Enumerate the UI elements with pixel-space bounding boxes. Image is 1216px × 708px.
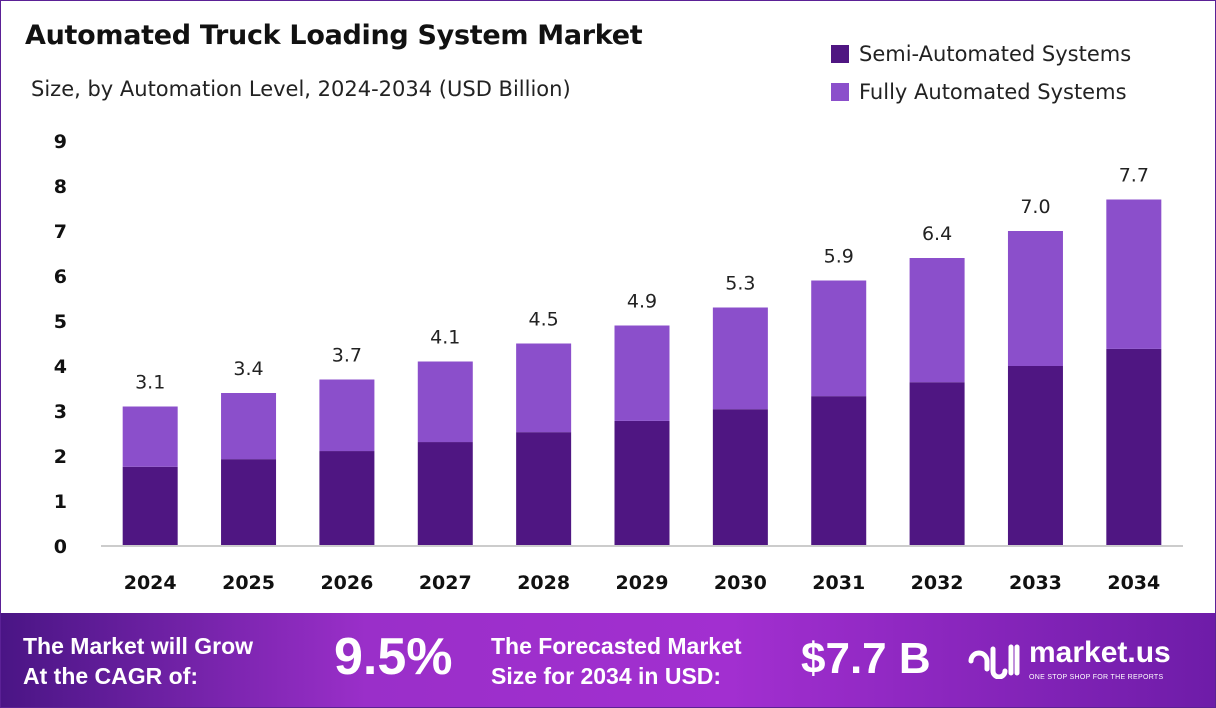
x-tick-label: 2024 [124, 572, 177, 594]
legend-item-fully: Fully Automated Systems [831, 73, 1131, 111]
cagr-value: 9.5% [334, 628, 453, 686]
bar-segment-fully [712, 307, 768, 410]
bar-segment-semi [221, 459, 277, 546]
market-us-logo: market.us ONE STOP SHOP FOR THE REPORTS [967, 635, 1171, 682]
bar-segment-fully [516, 343, 572, 433]
cagr-label-line: The Market will Grow [23, 633, 254, 659]
forecast-label: The Forecasted Market Size for 2034 in US… [491, 631, 742, 691]
bar-segment-fully [811, 280, 867, 397]
x-tick-label: 2033 [1009, 572, 1062, 594]
x-tick-label: 2032 [911, 572, 964, 594]
forecast-label-line: Size for 2034 in USD: [491, 663, 722, 689]
y-tick-label: 0 [54, 536, 67, 558]
data-label: 4.9 [627, 291, 657, 313]
logo-icon [968, 644, 1020, 679]
data-label: 3.1 [135, 372, 165, 394]
bar-segment-semi [811, 396, 867, 546]
cagr-label: The Market will Grow At the CAGR of: [23, 631, 253, 691]
bar-segment-semi [516, 432, 572, 546]
x-tick-label: 2034 [1107, 572, 1160, 594]
chart-subtitle: Size, by Automation Level, 2024-2034 (US… [31, 77, 571, 101]
bar-segment-semi [417, 442, 473, 546]
x-tick-label: 2028 [517, 572, 570, 594]
bar-segment-semi [909, 382, 965, 546]
bar-segment-fully [122, 406, 178, 467]
chart-title: Automated Truck Loading System Market [25, 20, 643, 51]
bar-segment-semi [1007, 366, 1063, 546]
bar-segment-fully [417, 361, 473, 443]
x-tick-label: 2029 [616, 572, 669, 594]
bar-segment-fully [1106, 199, 1162, 349]
y-tick-label: 2 [54, 446, 67, 468]
logo-name: market.us [1029, 636, 1171, 669]
y-tick-label: 1 [54, 491, 67, 513]
bar-segment-semi [614, 420, 670, 546]
data-label: 5.3 [725, 273, 755, 295]
logo-tagline: ONE STOP SHOP FOR THE REPORTS [1029, 674, 1164, 681]
data-label: 5.9 [824, 246, 854, 268]
x-tick-label: 2031 [812, 572, 865, 594]
y-tick-label: 9 [54, 131, 67, 153]
bar-segment-fully [909, 258, 965, 383]
y-tick-label: 6 [54, 266, 67, 288]
y-tick-label: 3 [54, 401, 67, 423]
plot-area: 0 1 2 3 4 5 6 7 8 9 3.1 2024 3.4 2025 3.7 2026 4.1 2027 4.… [54, 131, 1183, 594]
cagr-label-line: At the CAGR of: [23, 663, 199, 689]
y-tick-label: 5 [54, 311, 67, 333]
data-label: 4.1 [430, 327, 460, 349]
data-label: 3.4 [233, 358, 263, 380]
legend-label: Fully Automated Systems [859, 80, 1127, 104]
bar-segment-semi [1106, 348, 1162, 546]
bar-segment-semi [319, 451, 375, 546]
bar-segment-fully [319, 379, 375, 452]
x-tick-label: 2027 [419, 572, 472, 594]
bar-segment-fully [614, 325, 670, 421]
x-tick-label: 2030 [714, 572, 767, 594]
data-label: 7.7 [1119, 165, 1149, 187]
data-label: 3.7 [332, 345, 362, 367]
data-label: 4.5 [529, 309, 559, 331]
data-label: 6.4 [922, 223, 952, 245]
legend-label: Semi-Automated Systems [859, 42, 1132, 66]
legend-swatch [831, 45, 849, 63]
x-tick-label: 2026 [320, 572, 373, 594]
legend-item-semi: Semi-Automated Systems [831, 35, 1131, 73]
bar-segment-semi [712, 409, 768, 546]
footer-banner: The Market will Grow At the CAGR of: 9.5%… [1, 613, 1215, 707]
bar-segment-fully [1007, 231, 1063, 366]
y-tick-label: 4 [54, 356, 67, 378]
bar-segment-fully [221, 393, 277, 460]
data-label: 7.0 [1020, 196, 1050, 218]
y-tick-label: 8 [54, 176, 67, 198]
forecast-label-line: The Forecasted Market [491, 633, 742, 659]
legend-swatch [831, 83, 849, 101]
legend: Semi-Automated Systems Fully Automated S… [831, 35, 1131, 111]
bar-segment-semi [122, 466, 178, 546]
logo-text: market.us ONE STOP SHOP FOR THE REPORTS [1023, 635, 1171, 682]
x-tick-label: 2025 [222, 572, 275, 594]
forecast-value: $7.7 B [801, 634, 931, 683]
y-tick-label: 7 [54, 221, 67, 243]
